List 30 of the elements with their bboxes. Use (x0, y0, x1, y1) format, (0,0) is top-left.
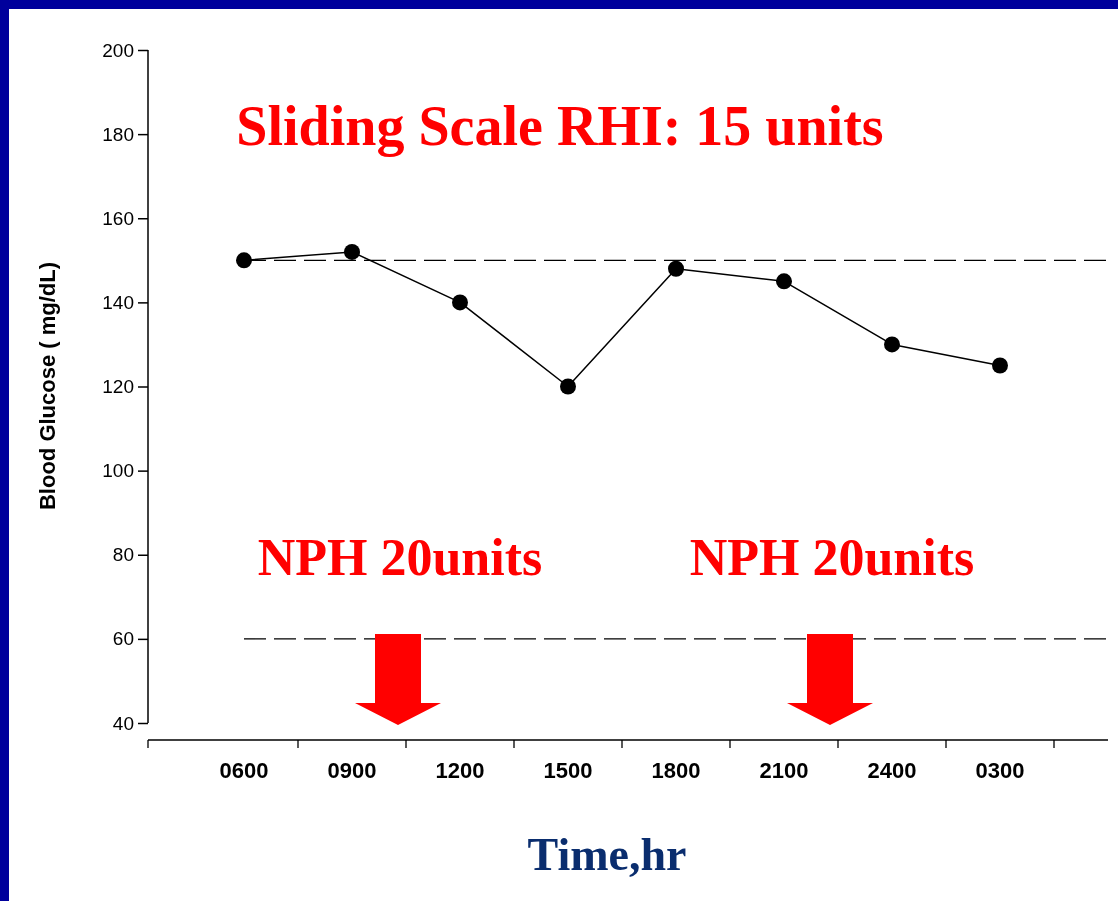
y-tick-label: 80 (112, 544, 134, 566)
annotation: NPH 20units (689, 529, 975, 586)
y-tick-label: 140 (102, 291, 134, 313)
annotation: NPH 20units (257, 529, 543, 586)
y-tick-label: 200 (102, 39, 134, 61)
x-tick-label: 1500 (543, 758, 593, 783)
x-tick-label: 1800 (651, 758, 701, 783)
x-tick-label: 1200 (435, 758, 485, 783)
point (560, 378, 576, 395)
point (344, 243, 360, 260)
point (776, 273, 792, 290)
y-tick-label: 160 (102, 207, 134, 229)
y-tick-label: 40 (112, 712, 134, 734)
point (452, 294, 468, 311)
point (668, 260, 684, 277)
point (992, 357, 1008, 374)
y-tick-label: 180 (102, 123, 134, 145)
point (884, 336, 900, 353)
y-tick-label: 120 (102, 376, 134, 398)
x-tick-label: 0600 (219, 758, 269, 783)
x-tick-label: 2400 (867, 758, 917, 783)
x-tick-label: 0300 (975, 758, 1025, 783)
y-axis-title: Blood Glucose ( mg/dL) (35, 261, 60, 511)
y-tick-label: 100 (102, 460, 134, 482)
point (236, 252, 252, 269)
x-axis-title: Time,hr (527, 829, 687, 880)
y-tick-label: 60 (112, 628, 134, 650)
x-tick-label: 2100 (759, 758, 809, 783)
annotation: Sliding Scale RHI: 15 units (236, 95, 884, 157)
x-tick-label: 0900 (327, 758, 377, 783)
